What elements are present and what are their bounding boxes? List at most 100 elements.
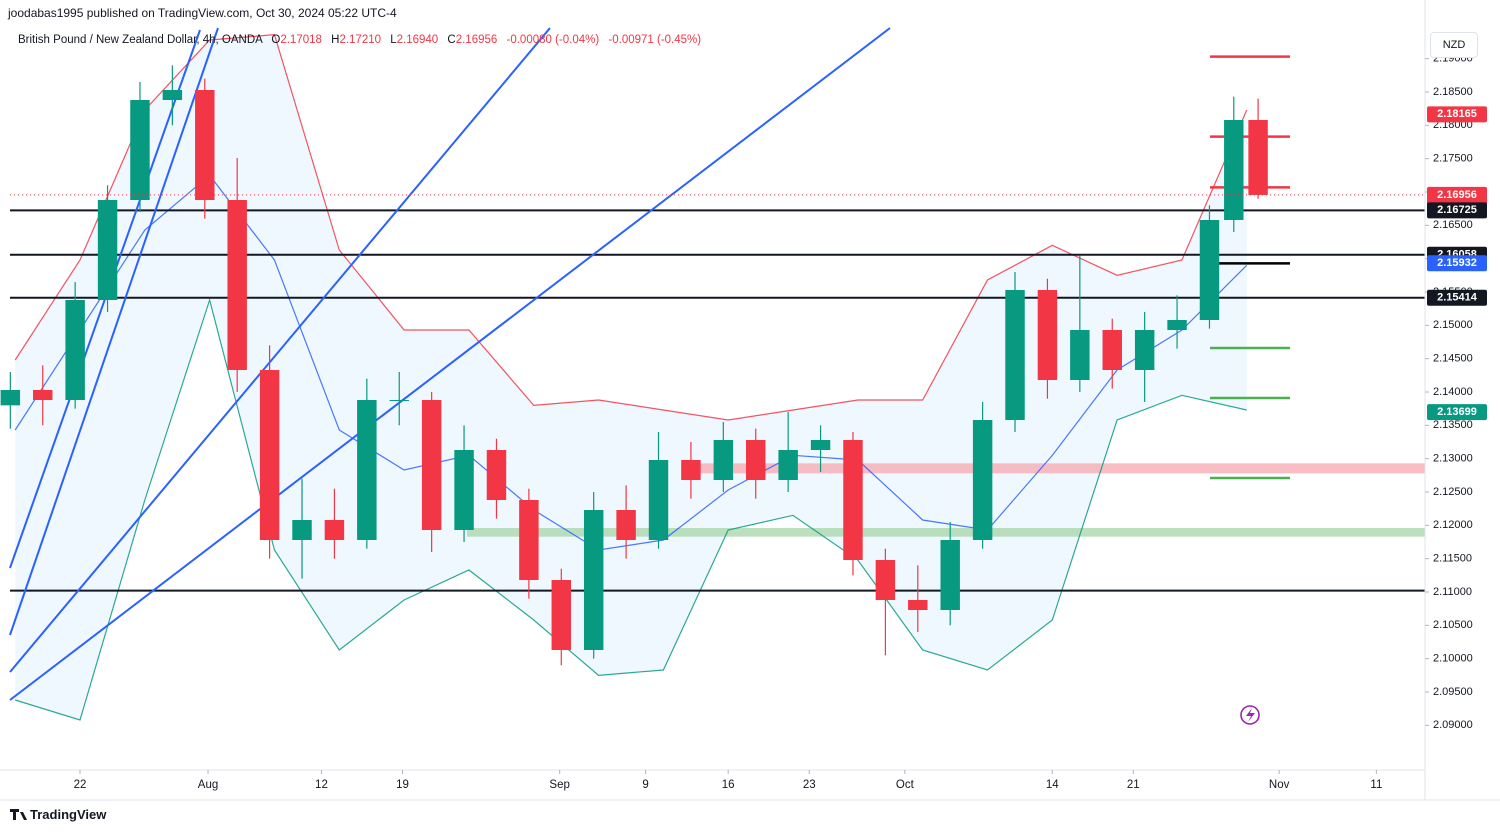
price-badge [1427, 106, 1487, 123]
band-lower [15, 297, 1247, 721]
candle-body [292, 520, 312, 540]
candle-body [162, 90, 183, 100]
y-tick-label: 2.11500 [1433, 553, 1472, 565]
candle-body [324, 520, 345, 540]
x-tick-label: 14 [1046, 779, 1059, 791]
candle-body [778, 450, 798, 480]
brand-logo-mark [10, 809, 27, 820]
y-tick-label: 2.10500 [1433, 619, 1473, 631]
candle-body [940, 540, 960, 610]
band-middle [14, 174, 1248, 551]
candle-body [810, 440, 831, 450]
x-tick-label: Aug [198, 779, 218, 791]
candle-body [130, 100, 150, 200]
candle-body [454, 450, 474, 530]
ohlc-value: 2.17018 [280, 34, 322, 46]
candle-body [357, 400, 377, 540]
x-tick-label: Sep [549, 779, 569, 791]
axis-layer: 2.09000 2.09500 2.10000 2.10500 2.11000 2.115… [74, 53, 1487, 791]
ohlc-value: 2.17210 [339, 34, 382, 46]
candle-body [648, 460, 669, 540]
y-tick-label: 2.10000 [1433, 653, 1473, 665]
candle-body [746, 440, 766, 480]
x-tick-label: 9 [642, 779, 648, 791]
ohlc-value: 2.16940 [396, 34, 439, 46]
candle-body [259, 370, 280, 540]
candle-body [1134, 330, 1155, 370]
candle-body [65, 300, 85, 400]
ohlc-key: H [331, 34, 340, 46]
price-badge-label: 2.15932 [1437, 257, 1477, 269]
x-tick-label: 22 [74, 779, 87, 791]
brand-name: TradingView [30, 807, 107, 822]
publisher-line: joodabas1995 published on TradingView.co… [8, 6, 397, 20]
candle-body [421, 400, 442, 530]
y-tick-label: 2.09000 [1433, 719, 1473, 731]
candle-body [227, 200, 247, 370]
price-badge [1427, 255, 1487, 272]
candle-body [195, 90, 215, 200]
candle-body [972, 420, 993, 540]
trendline [9, 27, 551, 673]
x-tick-label: Nov [1269, 779, 1290, 791]
candle-body [1102, 330, 1122, 370]
trendline [9, 27, 219, 636]
candle-body [681, 460, 701, 480]
candle-body [0, 390, 21, 406]
price-badge [1427, 289, 1487, 306]
alert-icon[interactable] [1240, 705, 1260, 725]
currency-button[interactable]: NZD [1430, 32, 1478, 58]
candle-body [843, 440, 863, 560]
y-tick-label: 2.16500 [1433, 219, 1473, 231]
y-tick-label: 2.11000 [1433, 586, 1472, 598]
y-tick-label: 2.13500 [1433, 419, 1473, 431]
change-period: -0.00971 (-0.45%) [608, 34, 702, 46]
candle-body [1005, 290, 1025, 420]
candle-body [908, 600, 928, 610]
y-tick-label: 2.18500 [1433, 86, 1473, 98]
y-tick-label: 2.14500 [1433, 353, 1473, 365]
candle-body [1224, 120, 1244, 220]
candle-body [551, 580, 572, 650]
candle-body [1199, 220, 1220, 320]
price-badge [1427, 202, 1487, 219]
price-badge-label: 2.13699 [1437, 406, 1477, 418]
ohlc-key: C [447, 34, 456, 46]
y-tick-label: 2.09500 [1433, 686, 1473, 698]
y-tick-label: 2.15000 [1433, 319, 1473, 331]
candle-body [583, 510, 604, 650]
ohlc-value: 2.16956 [455, 34, 498, 46]
x-tick-label: 11 [1370, 779, 1382, 791]
x-tick-label: Oct [896, 779, 915, 791]
candle-body [1037, 290, 1058, 380]
ohlc-key: O [271, 34, 281, 46]
candle-body [713, 440, 734, 480]
candle-body [486, 450, 507, 500]
zone [690, 463, 1425, 474]
candle-body [33, 390, 53, 400]
y-tick-label: 2.12500 [1433, 486, 1473, 498]
y-tick-label: 2.12000 [1433, 519, 1473, 531]
x-tick-label: 23 [803, 779, 816, 791]
price-badge-label: 2.18165 [1437, 108, 1477, 120]
candle-body [616, 510, 636, 540]
x-tick-label: 16 [722, 779, 735, 791]
trendlines [9, 27, 891, 701]
alert-icon-ring [1240, 705, 1260, 725]
price-badge-label: 2.16058 [1437, 249, 1477, 261]
price-badge-label: 2.15414 [1437, 292, 1478, 304]
trendline [9, 27, 891, 701]
y-tick-label: 2.17500 [1433, 153, 1473, 165]
zone [467, 528, 1425, 537]
brand-logo [10, 809, 27, 820]
x-tick-label: 12 [315, 779, 328, 791]
price-badge-label: 2.16956 [1437, 189, 1477, 201]
candle-body [1167, 320, 1187, 330]
candle-body [1070, 330, 1090, 380]
x-tick-label: 19 [396, 779, 409, 791]
candle-body [97, 200, 118, 300]
band-layer [10, 34, 1425, 721]
alert-icon-bolt [1246, 708, 1255, 722]
